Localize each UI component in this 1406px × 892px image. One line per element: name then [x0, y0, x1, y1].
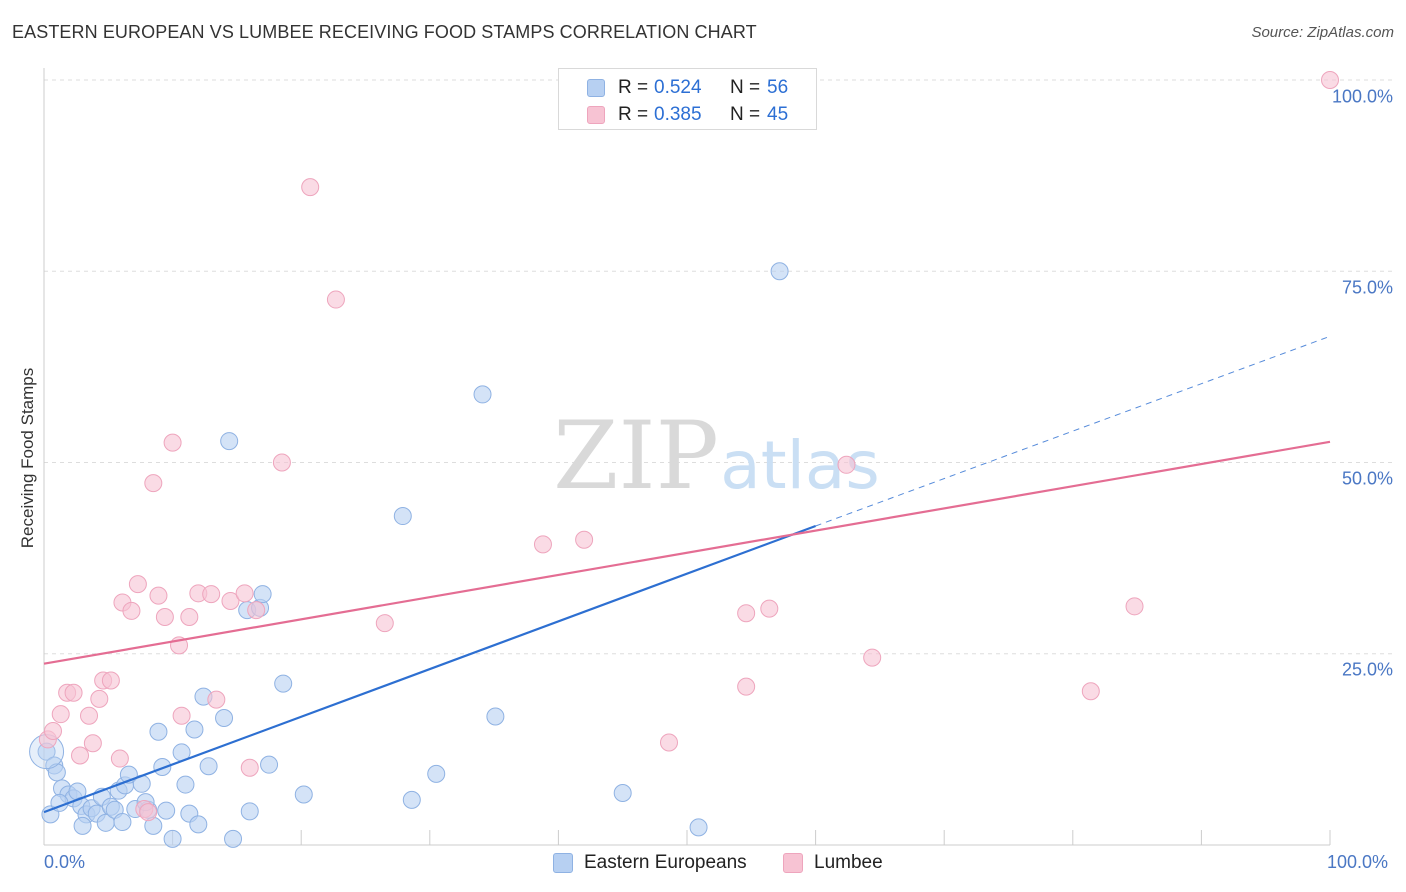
grid-lines [44, 79, 1395, 655]
data-point-eastern-europeans [486, 707, 505, 726]
trend-line-lumbee [43, 440, 1331, 665]
data-point-eastern-europeans [113, 813, 132, 832]
x-tick-0: 0.0% [44, 852, 86, 872]
legend-label: Eastern Europeans [584, 852, 747, 873]
pink-swatch [587, 106, 605, 124]
data-point-lumbee [326, 290, 345, 309]
pink-swatch [783, 853, 803, 873]
data-point-lumbee [155, 608, 174, 627]
data-point-lumbee [101, 671, 120, 690]
data-point-lumbee [837, 455, 856, 474]
data-point-eastern-europeans [689, 818, 708, 837]
correlation-legend: R = 0.524 N = 56 R = 0.385 N = 45 [558, 68, 817, 130]
data-point-lumbee [83, 734, 102, 753]
data-point-lumbee [1081, 682, 1100, 701]
n-value: 45 [767, 104, 789, 125]
axes [43, 68, 1331, 846]
legend-label: Lumbee [814, 852, 883, 873]
data-point-lumbee [71, 746, 90, 765]
data-point-eastern-europeans [770, 262, 789, 281]
r-label: R = [618, 77, 649, 98]
data-point-eastern-europeans [157, 801, 176, 820]
chart-title: EASTERN EUROPEAN VS LUMBEE RECEIVING FOO… [12, 22, 757, 42]
y-tick-75: 75.0% [1341, 277, 1393, 298]
data-point-lumbee [128, 575, 147, 594]
data-point-eastern-europeans [185, 720, 204, 739]
data-point-lumbee [202, 585, 221, 604]
data-point-eastern-europeans [274, 674, 293, 693]
data-point-lumbee [737, 604, 756, 623]
data-point-lumbee [180, 608, 199, 627]
data-point-lumbee [737, 677, 756, 696]
blue-swatch [587, 79, 605, 97]
data-point-lumbee [659, 733, 678, 752]
watermark-zip: ZIP [553, 402, 719, 511]
n-value: 56 [767, 77, 789, 98]
data-point-eastern-europeans [215, 709, 234, 728]
data-point-eastern-europeans [402, 790, 421, 809]
data-point-eastern-europeans [73, 816, 92, 835]
data-point-lumbee [1125, 597, 1144, 616]
data-point-lumbee [863, 648, 882, 667]
data-point-lumbee [163, 433, 182, 452]
y-axis-title: Receiving Food Stamps [18, 367, 37, 549]
data-point-lumbee [221, 591, 240, 610]
data-point-lumbee [272, 453, 291, 472]
trend-line-eastern-europeans [43, 524, 816, 814]
data-point-eastern-europeans [149, 722, 168, 741]
r-value: 0.524 [654, 77, 702, 98]
data-point-eastern-europeans [240, 802, 259, 821]
data-point-lumbee [575, 530, 594, 549]
data-point-lumbee [149, 586, 168, 605]
data-point-lumbee [64, 683, 83, 702]
data-point-lumbee [235, 584, 254, 603]
data-point-eastern-europeans [393, 507, 412, 526]
data-point-lumbee [533, 535, 552, 554]
data-point-lumbee [1321, 71, 1339, 89]
data-point-lumbee [44, 722, 63, 741]
data-point-eastern-europeans [163, 829, 182, 848]
data-point-eastern-europeans [153, 757, 172, 776]
data-point-lumbee [207, 690, 226, 709]
data-point-lumbee [122, 601, 141, 620]
data-point-eastern-europeans [260, 755, 279, 774]
data-point-eastern-europeans [220, 432, 239, 451]
x-tick-100: 100.0% [1327, 852, 1389, 872]
data-point-eastern-europeans [613, 783, 632, 802]
data-point-eastern-europeans [473, 385, 492, 404]
data-point-lumbee [90, 689, 109, 708]
data-point-eastern-europeans [176, 775, 195, 794]
source-label: Source: ZipAtlas.com [1251, 24, 1394, 41]
data-point-lumbee [240, 758, 259, 777]
r-label: R = [618, 104, 649, 125]
y-tick-25: 25.0% [1341, 659, 1393, 680]
trend-lines [43, 335, 1331, 814]
y-tick-50: 50.0% [1341, 468, 1393, 489]
data-point-lumbee [172, 706, 191, 725]
series-lumbee-points [38, 71, 1339, 822]
data-point-lumbee [110, 749, 129, 768]
data-point-eastern-europeans [199, 757, 218, 776]
data-point-lumbee [139, 803, 158, 822]
n-label: N = [730, 77, 761, 98]
data-point-lumbee [51, 705, 70, 724]
data-point-lumbee [760, 599, 779, 618]
data-point-eastern-europeans [427, 764, 446, 783]
data-point-lumbee [375, 614, 394, 633]
data-point-eastern-europeans [189, 815, 208, 834]
data-point-lumbee [144, 474, 163, 493]
data-point-eastern-europeans [224, 829, 243, 848]
y-tick-100: 100.0% [1331, 86, 1393, 107]
data-point-lumbee [301, 178, 320, 197]
data-point-lumbee [247, 601, 266, 620]
n-label: N = [730, 104, 761, 125]
blue-swatch [553, 853, 573, 873]
r-value: 0.385 [654, 104, 702, 125]
trend-line-eastern-europeans-projection [815, 335, 1331, 527]
data-point-eastern-europeans [253, 585, 272, 604]
watermark-atlas: atlas [720, 427, 880, 504]
data-point-eastern-europeans [294, 785, 313, 804]
data-point-lumbee [80, 706, 99, 725]
